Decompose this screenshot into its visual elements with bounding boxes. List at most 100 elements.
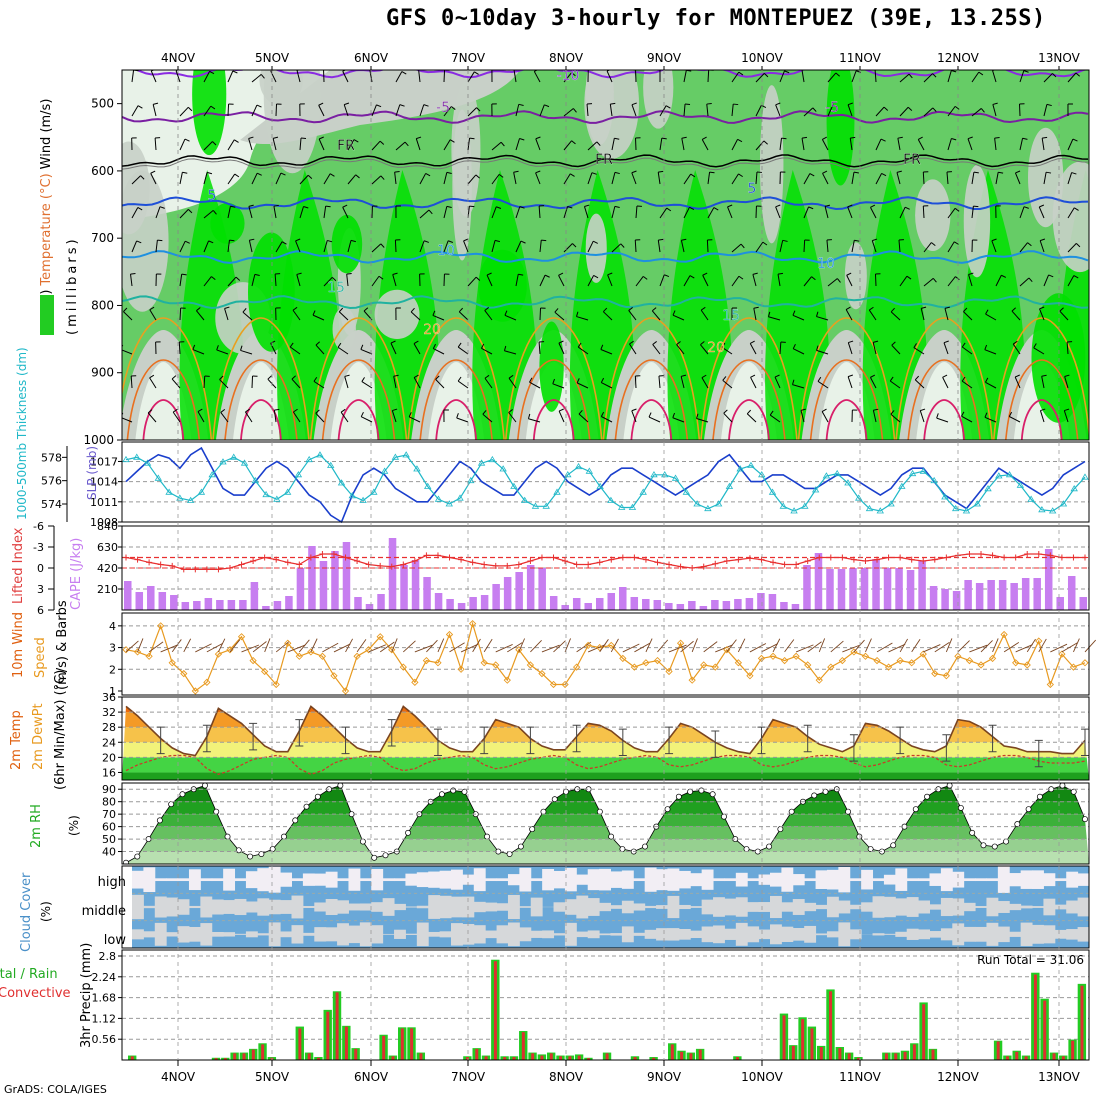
wind-barb [872,342,877,355]
wind-barb-flag [1074,207,1079,211]
wind-barb [680,240,685,253]
wind-speed-point [838,656,846,665]
wind-barb [554,311,565,321]
isotherm-20 [602,317,701,440]
wind-barb-flag [558,272,564,276]
thickness-point [596,482,604,489]
wind-barb-flag [658,238,664,241]
lifted-index-point [978,551,985,557]
wind-barb-flag [681,374,687,377]
isotherm-20 [122,317,213,440]
wind-barb [333,643,351,653]
wind-barb [227,276,237,287]
wind-barb [242,311,253,321]
wind-barb-flag [315,409,320,414]
cloud-cell [245,931,258,938]
wind-barb-flag [890,307,895,313]
wind-barb-flag [1064,408,1070,412]
wind-barb [871,240,877,253]
wind-barb [922,205,925,219]
cape-bar [757,593,765,610]
wind-barb [668,644,687,653]
precip-convective-bar [400,1028,404,1060]
wind-barb [847,342,853,355]
cloud-cell [371,902,384,912]
thickness-point [456,494,464,501]
wind-barb-flag [196,307,201,312]
wind-barb-flag [486,272,492,276]
cloud-cell [883,896,896,918]
cloud-cell [564,867,577,892]
wind-barb [731,173,739,185]
lifted-index-point [816,554,823,561]
wind-speed-point [700,661,708,669]
wind-barb [395,71,403,83]
wind-barb [746,413,757,423]
wind-barb [395,104,401,117]
cloud-cell [314,927,327,942]
wind-barb-flag [681,238,687,241]
wind-barb-flag [763,140,768,145]
wind-barb-flag [513,170,519,173]
lifted-index-point [377,562,384,569]
wind-barb-flag [942,374,948,378]
cloud-cell [940,897,953,917]
rh-patch [759,85,784,244]
thickness-point [273,495,281,502]
wind-barb [275,640,290,653]
precip-convective-bar [531,1053,535,1060]
lifted-index-point [897,554,904,561]
wind-barb-flag [951,70,957,73]
min-max-bar [202,724,211,753]
cape-bar [273,601,282,610]
rh-point [529,826,536,833]
wind-barb [752,274,757,287]
wind-barb [680,640,694,653]
wind-barb [967,138,973,151]
rh-patch [210,202,245,244]
slp-tick: 1011 [90,496,118,509]
wind-barb-flag [913,343,917,348]
lifted-index-point [550,554,557,561]
wind-barb-flag [151,70,155,72]
lifted-index-point [215,566,222,573]
wind-barb-flag [535,170,541,174]
cloud-cell [804,902,817,912]
wind-barb [1041,138,1045,151]
wind-barb [155,206,161,219]
wind-barb [635,276,644,287]
wind-barb-flag [1028,277,1033,282]
wind-barb [131,240,138,253]
wind-barb-flag [920,408,926,412]
precip-convective-bar [130,1056,134,1060]
isotherm-20 [797,317,896,440]
rh-point [596,808,603,815]
wind-barb [971,206,974,219]
isotherm-30 [337,399,380,440]
wind-barb-flag [1033,343,1037,349]
wind-barb [515,240,522,253]
wind-barb [795,644,814,653]
wind-ylabel: 10m Wind [11,612,26,678]
cape-bar [1079,597,1087,610]
wind-barb [659,138,663,151]
thickness-point [477,459,486,466]
cloud-cell [1020,905,1033,909]
cloud-cell [211,931,224,937]
wind-barb [923,73,933,83]
lifted-index-point [677,563,684,570]
cloud-cell [895,868,908,891]
y-tick-label: 1 [109,685,116,698]
cape-tick: 630 [97,541,118,554]
wind-barb-flag [738,71,744,76]
wind-barb [171,639,182,653]
isotherm-30 [435,399,478,440]
wind-barb [528,418,541,423]
day-grid [177,66,1060,1066]
cape-bar [204,598,213,610]
wind-barb-flag [342,204,348,208]
wind-barb-flag [672,412,676,418]
slp-tick: 1014 [90,476,118,489]
cape-bar [262,606,270,610]
wind-barb [563,173,571,185]
